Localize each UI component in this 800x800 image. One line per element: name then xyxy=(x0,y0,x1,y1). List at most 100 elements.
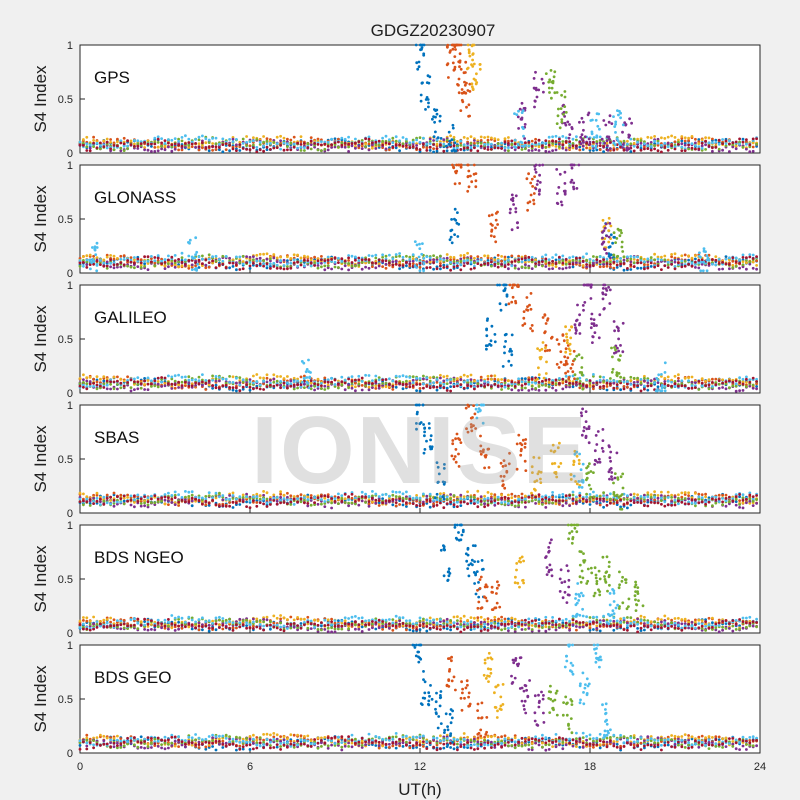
point xyxy=(532,192,536,195)
point xyxy=(333,141,337,145)
point xyxy=(408,141,412,145)
point xyxy=(547,258,551,262)
point xyxy=(607,137,611,141)
point xyxy=(241,378,245,382)
point xyxy=(457,91,461,95)
point xyxy=(577,163,581,167)
point xyxy=(275,260,279,263)
point xyxy=(721,261,724,264)
point xyxy=(286,255,289,259)
point xyxy=(607,240,611,244)
point xyxy=(265,252,269,256)
point xyxy=(143,255,147,259)
point xyxy=(415,389,418,392)
point xyxy=(479,139,483,142)
point xyxy=(690,261,694,265)
point xyxy=(156,137,160,141)
point xyxy=(92,135,95,139)
point xyxy=(503,385,507,389)
point xyxy=(320,384,323,388)
point xyxy=(521,324,525,327)
point xyxy=(469,267,473,271)
point xyxy=(167,254,170,258)
point xyxy=(680,139,684,143)
point xyxy=(532,86,536,90)
point xyxy=(517,146,520,149)
point xyxy=(510,333,514,337)
point xyxy=(292,145,296,149)
point xyxy=(459,109,463,112)
point xyxy=(610,122,614,125)
point xyxy=(673,374,677,378)
point xyxy=(452,377,456,381)
point xyxy=(643,260,646,263)
point xyxy=(415,376,418,380)
point xyxy=(255,150,259,154)
point xyxy=(112,263,116,267)
point xyxy=(621,250,625,253)
point xyxy=(265,376,269,380)
point xyxy=(450,138,454,142)
point xyxy=(99,143,102,147)
point xyxy=(510,193,514,197)
point xyxy=(381,139,384,143)
point xyxy=(728,386,731,390)
point xyxy=(122,384,126,388)
point xyxy=(204,146,208,150)
point xyxy=(529,327,532,330)
point xyxy=(109,262,112,265)
point xyxy=(221,377,225,381)
point xyxy=(428,386,432,390)
point xyxy=(391,388,395,391)
point xyxy=(112,144,116,147)
point xyxy=(354,378,357,382)
point xyxy=(626,258,629,262)
point xyxy=(360,147,364,151)
point xyxy=(150,255,153,258)
point xyxy=(542,376,546,380)
point xyxy=(173,265,177,269)
point xyxy=(510,300,514,304)
point xyxy=(598,260,602,263)
point xyxy=(177,383,181,387)
point xyxy=(340,136,344,140)
point xyxy=(592,318,596,321)
point xyxy=(449,255,452,259)
point xyxy=(435,112,439,116)
point xyxy=(289,382,293,385)
point xyxy=(621,143,625,146)
point xyxy=(598,255,602,259)
point xyxy=(425,142,429,146)
point xyxy=(218,379,221,383)
point xyxy=(472,172,476,176)
point xyxy=(632,265,636,268)
point xyxy=(197,382,201,386)
point xyxy=(479,145,483,148)
point xyxy=(129,265,133,269)
point xyxy=(527,382,531,386)
point xyxy=(262,388,265,391)
point xyxy=(95,375,99,378)
point xyxy=(561,135,565,138)
point xyxy=(214,254,218,258)
point xyxy=(449,49,452,52)
point xyxy=(536,347,539,350)
point xyxy=(510,388,514,392)
point xyxy=(91,246,94,249)
point xyxy=(494,226,497,230)
point xyxy=(490,136,493,140)
point xyxy=(731,141,735,145)
point xyxy=(490,145,493,149)
point xyxy=(275,375,279,378)
point xyxy=(717,267,721,271)
point xyxy=(394,143,398,147)
point xyxy=(585,283,589,287)
point xyxy=(231,140,235,144)
point xyxy=(554,262,558,265)
point xyxy=(415,61,419,65)
point xyxy=(367,254,371,257)
point xyxy=(133,139,136,142)
point xyxy=(411,259,415,263)
point xyxy=(439,143,442,147)
